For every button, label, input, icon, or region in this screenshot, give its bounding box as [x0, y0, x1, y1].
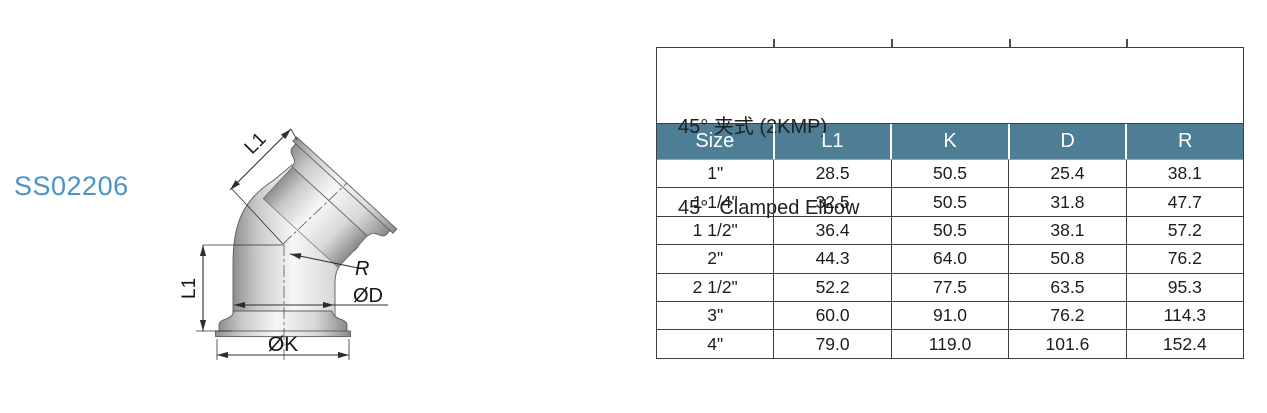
cell-d: 38.1	[1009, 216, 1127, 245]
cell-size: 1"	[657, 160, 775, 188]
column-header-l1: L1	[775, 124, 893, 159]
table-row: 2 1/2" 52.2 77.5 63.5 95.3	[657, 272, 1243, 301]
cell-size: 4"	[657, 330, 775, 358]
column-header-r: R	[1177, 130, 1193, 152]
dim-diameter-k	[216, 339, 350, 360]
cell-k: 50.5	[892, 188, 1010, 216]
column-header-k: K	[892, 124, 1010, 159]
elbow-drawing-svg: L1 L1 R ØD ØK	[179, 128, 398, 360]
table-row: 1" 28.5 50.5 25.4 38.1	[657, 160, 1243, 188]
cell-r: 38.1	[1167, 163, 1202, 184]
cell-r: 76.2	[1167, 248, 1202, 269]
cell-r: 114.3	[1163, 305, 1207, 326]
cell-l1: 44.3	[774, 245, 892, 273]
table-row: 2" 44.3 64.0 50.8 76.2	[657, 244, 1243, 273]
table-grid-tick	[773, 39, 775, 47]
dim-label-diameter-d: ØD	[353, 285, 383, 307]
cell-d: 76.2	[1009, 301, 1127, 330]
cell-l1: 60.0	[774, 301, 892, 330]
table-row: 1 1/2" 36.4 50.5 38.1 57.2	[657, 215, 1243, 245]
arm-centerline	[282, 182, 348, 245]
table-title-line1: 45° 夹式 (2KMP)	[678, 116, 828, 138]
table-header-row: Size L1 K D R	[657, 124, 1243, 160]
cell-l1: 79.0	[774, 330, 892, 358]
table-grid-tick	[1009, 39, 1011, 47]
bottom-ferrule	[215, 310, 351, 338]
product-code: SS02206	[14, 171, 129, 201]
cell-k: 91.0	[892, 301, 1010, 330]
table-title: 45° 夹式 (2KMP) 45° Clamped Elbow	[657, 48, 1243, 219]
cell-d: 31.8	[1009, 188, 1127, 216]
cell-d: 63.5	[1009, 273, 1127, 301]
table-row: 4" 79.0 119.0 101.6 152.4	[657, 329, 1243, 358]
elbow-technical-drawing: L1 L1 R ØD ØK	[179, 103, 420, 398]
cell-d: 25.4	[1009, 160, 1127, 188]
dim-label-l1-left: L1	[180, 278, 200, 299]
dim-l1-upper	[229, 128, 298, 245]
cell-d: 101.6	[1009, 330, 1127, 358]
cell-k: 77.5	[892, 273, 1010, 301]
cell-d: 50.8	[1009, 245, 1127, 273]
cell-size: 2"	[657, 245, 775, 273]
cell-k: 119.0	[892, 330, 1010, 358]
column-header-d: D	[1010, 124, 1128, 159]
table-row: 3" 60.0 91.0 76.2 114.3	[657, 300, 1243, 330]
cell-l1: 52.2	[774, 273, 892, 301]
dim-radius-leader	[289, 253, 359, 269]
cell-r: 152.4	[1162, 333, 1207, 354]
cell-size: 1 1/4"	[657, 188, 775, 216]
cell-l1: 32.5	[774, 188, 892, 216]
cell-size: 1 1/2"	[657, 216, 775, 245]
table-title-line2: 45° Clamped Elbow	[678, 197, 860, 219]
cell-l1: 36.4	[774, 216, 892, 245]
table-grid-tick	[1126, 39, 1128, 47]
dim-l1-left	[196, 244, 283, 332]
cell-k: 50.5	[892, 216, 1010, 245]
dim-label-diameter-k: ØK	[268, 333, 298, 356]
cell-k: 64.0	[892, 245, 1010, 273]
column-header-size: Size	[657, 124, 775, 159]
cell-r: 95.3	[1167, 276, 1202, 297]
table-row: 1 1/4" 32.5 50.5 31.8 47.7	[657, 187, 1243, 216]
cell-size: 3"	[657, 301, 775, 330]
table-grid-tick	[891, 39, 893, 47]
cell-k: 50.5	[892, 160, 1010, 188]
cell-l1: 28.5	[774, 160, 892, 188]
cell-r: 57.2	[1167, 219, 1202, 240]
dim-label-radius: R	[355, 258, 369, 280]
spec-table: 45° 夹式 (2KMP) 45° Clamped Elbow Size L1 …	[656, 47, 1244, 359]
cell-size: 2 1/2"	[657, 273, 775, 301]
cell-r: 47.7	[1167, 191, 1202, 212]
